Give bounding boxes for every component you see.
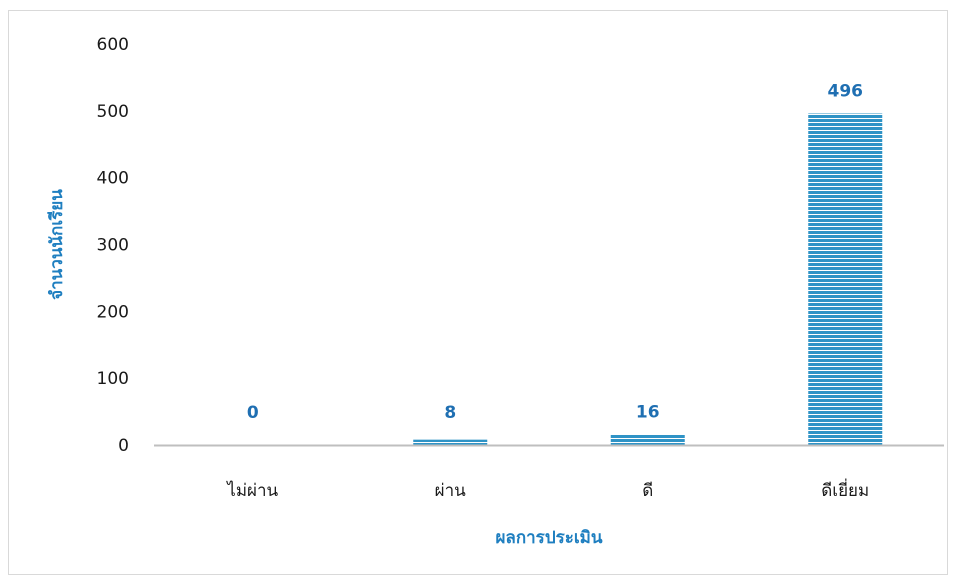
x-tick-label: ไม่ผ่าน <box>225 480 278 501</box>
data-label: 0 <box>247 403 259 423</box>
x-tick-label: ผ่าน <box>435 481 467 501</box>
data-label: 8 <box>444 403 456 423</box>
x-axis-title: ผลการประเมิน <box>495 528 602 548</box>
y-tick-label: 200 <box>97 302 129 322</box>
y-tick-label: 500 <box>97 102 129 122</box>
x-tick-label: ดีเยี่ยม <box>821 478 869 501</box>
y-tick-label: 100 <box>97 369 129 389</box>
x-tick-label: ดี <box>642 481 653 501</box>
y-tick-label: 400 <box>97 169 129 189</box>
bar-chart: 0 100 200 300 400 500 600 0 8 16 496 ไม่ผ่าน ผ่าน ด… <box>46 35 944 548</box>
data-label: 496 <box>828 82 864 102</box>
bar <box>413 439 488 445</box>
bars <box>413 113 883 446</box>
y-axis-title: จำนวนนักเรียน <box>46 189 67 300</box>
data-label: 16 <box>636 402 660 422</box>
y-tick-label: 0 <box>118 436 129 456</box>
bar <box>610 434 685 445</box>
chart-frame: 0 100 200 300 400 500 600 0 8 16 496 ไม่ผ่าน ผ่าน ด… <box>8 10 948 575</box>
data-labels: 0 8 16 496 <box>247 82 863 423</box>
y-axis-ticks: 0 100 200 300 400 500 600 <box>97 35 129 456</box>
y-tick-label: 300 <box>97 236 129 256</box>
bar <box>808 113 883 446</box>
y-tick-label: 600 <box>97 35 129 55</box>
x-axis-category-labels: ไม่ผ่าน ผ่าน ดี ดีเยี่ยม <box>225 478 869 501</box>
